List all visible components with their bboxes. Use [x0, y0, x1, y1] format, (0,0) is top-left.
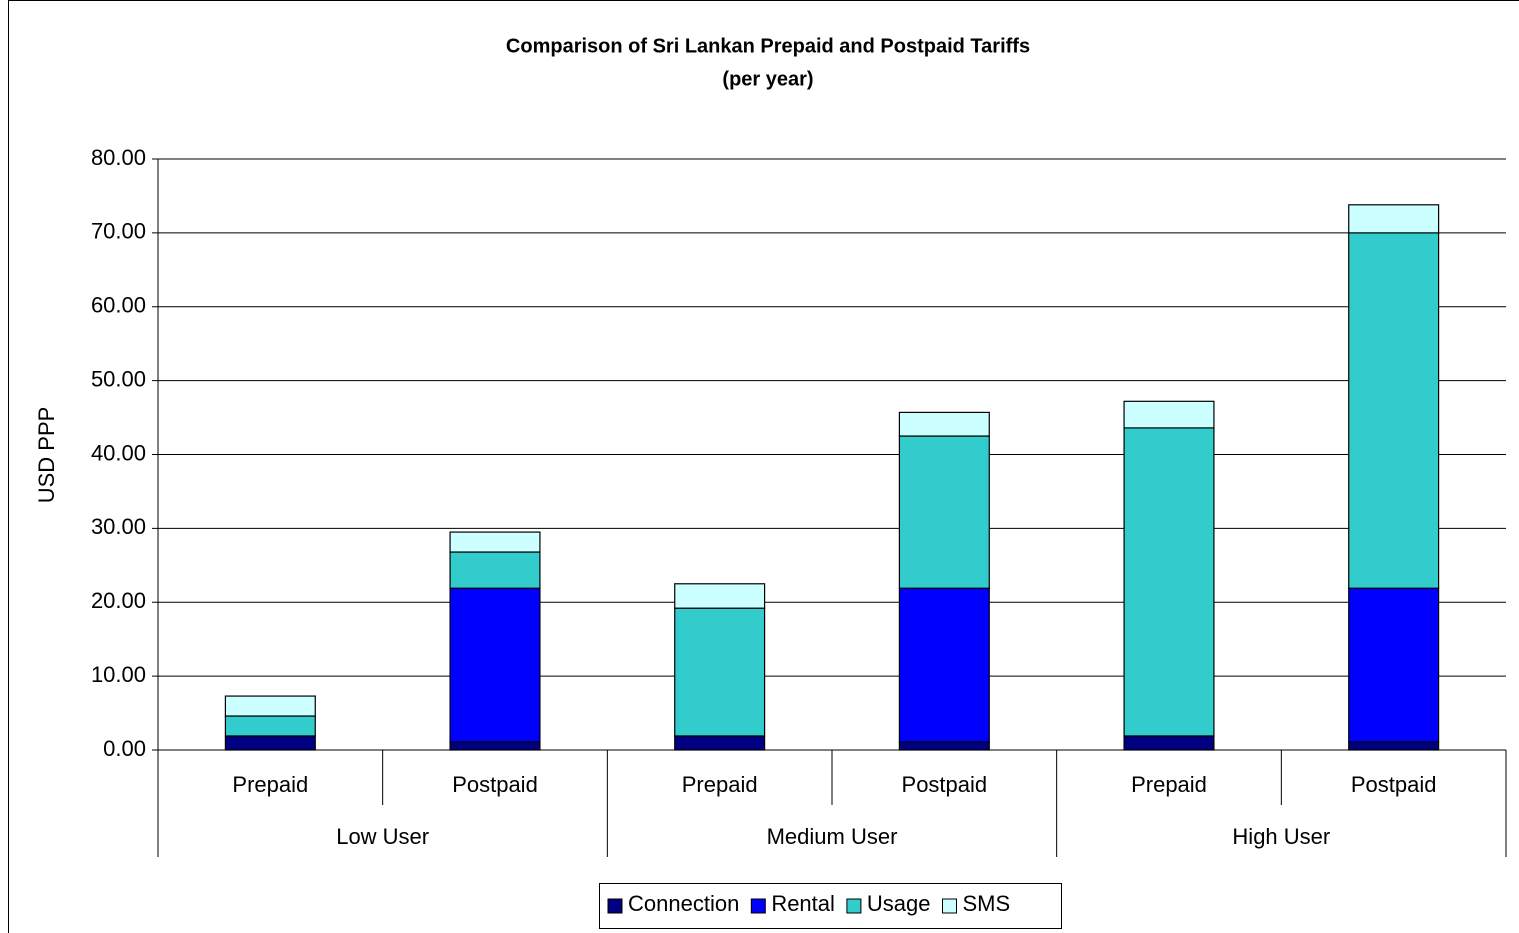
y-tick-label: 10.00	[91, 662, 146, 687]
x-tick-label: Prepaid	[1131, 772, 1207, 797]
legend-swatch	[607, 898, 623, 914]
bar-segment	[1123, 735, 1215, 751]
x-tick-label: Prepaid	[682, 772, 758, 797]
group-label: High User	[1232, 824, 1330, 849]
y-tick-label: 70.00	[91, 219, 146, 244]
bar-segment	[674, 583, 766, 609]
bar-segment	[224, 715, 316, 737]
x-tick-label: Postpaid	[902, 772, 988, 797]
y-tick-label: 60.00	[91, 293, 146, 318]
group-label: Low User	[336, 824, 429, 849]
chart-title: Comparison of Sri Lankan Prepaid and Pos…	[506, 35, 1030, 57]
bar-segment	[224, 695, 316, 717]
y-tick-label: 20.00	[91, 588, 146, 613]
bar-segment	[449, 551, 541, 589]
legend-label: Usage	[867, 891, 931, 916]
bar-segment	[1348, 204, 1440, 234]
bar-segment	[1348, 232, 1440, 589]
x-tick-label: Postpaid	[1351, 772, 1437, 797]
bar-segment	[449, 587, 541, 743]
bar-segment	[898, 741, 990, 751]
bar-segment	[224, 735, 316, 751]
bar-segment	[449, 741, 541, 751]
bar-segment	[1123, 427, 1215, 737]
bar-segment	[1123, 400, 1215, 429]
bar-segment	[1348, 741, 1440, 751]
x-tick-label: Postpaid	[452, 772, 538, 797]
group-label: Medium User	[767, 824, 898, 849]
bar-segment	[898, 435, 990, 589]
legend-label: Connection	[628, 891, 739, 916]
legend-swatch	[750, 898, 766, 914]
bar-segment	[1348, 587, 1440, 743]
legend-swatch	[846, 898, 862, 914]
y-tick-label: 30.00	[91, 514, 146, 539]
bar-segment	[898, 587, 990, 743]
chart-subtitle: (per year)	[722, 68, 813, 90]
y-tick-label: 0.00	[103, 736, 146, 761]
bar-segment	[674, 735, 766, 751]
legend-box	[599, 883, 1062, 929]
y-tick-label: 50.00	[91, 366, 146, 391]
legend-swatch	[942, 898, 957, 914]
chart-border	[8, 0, 1519, 933]
y-tick-label: 80.00	[91, 145, 146, 170]
bar-segment	[898, 411, 990, 437]
legend-label: Rental	[771, 891, 835, 916]
bar-segment	[449, 531, 541, 553]
y-axis-label: USD PPP	[34, 407, 59, 504]
x-tick-label: Prepaid	[232, 772, 308, 797]
bar-segment	[674, 607, 766, 737]
legend-label: SMS	[963, 891, 1011, 916]
y-tick-label: 40.00	[91, 440, 146, 465]
